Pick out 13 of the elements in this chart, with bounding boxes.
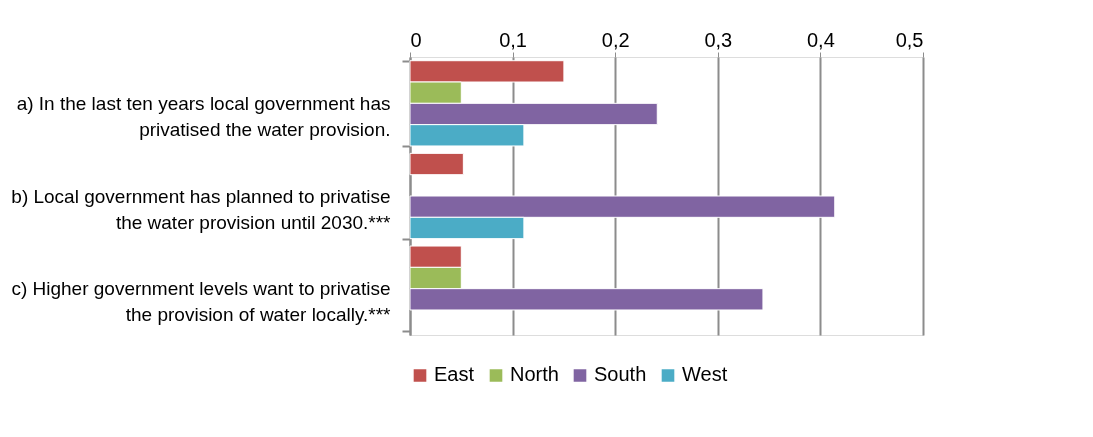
legend-label: North [510,363,559,386]
x-tick-label: 0,2 [601,28,630,51]
legend-label: West [682,363,728,386]
x-tick-label: 0,3 [704,28,733,51]
y-tick-label: b) Local government has planned to privatise the water provision until 2030.*** [11,185,392,233]
y-tick-label: a) In the last ten years local government has privatised the water provision. [16,92,391,140]
x-tick-label: 0,5 [895,28,924,51]
x-tick-label: 0,4 [806,28,835,51]
x-tick-label: 0,1 [499,28,528,51]
legend-label: East [434,363,475,386]
y-tick-label: c) Higher government levels want to privatise the provision of water locally.*** [11,278,392,326]
legend-label: South [594,363,647,386]
x-tick-label: 0 [410,28,422,51]
